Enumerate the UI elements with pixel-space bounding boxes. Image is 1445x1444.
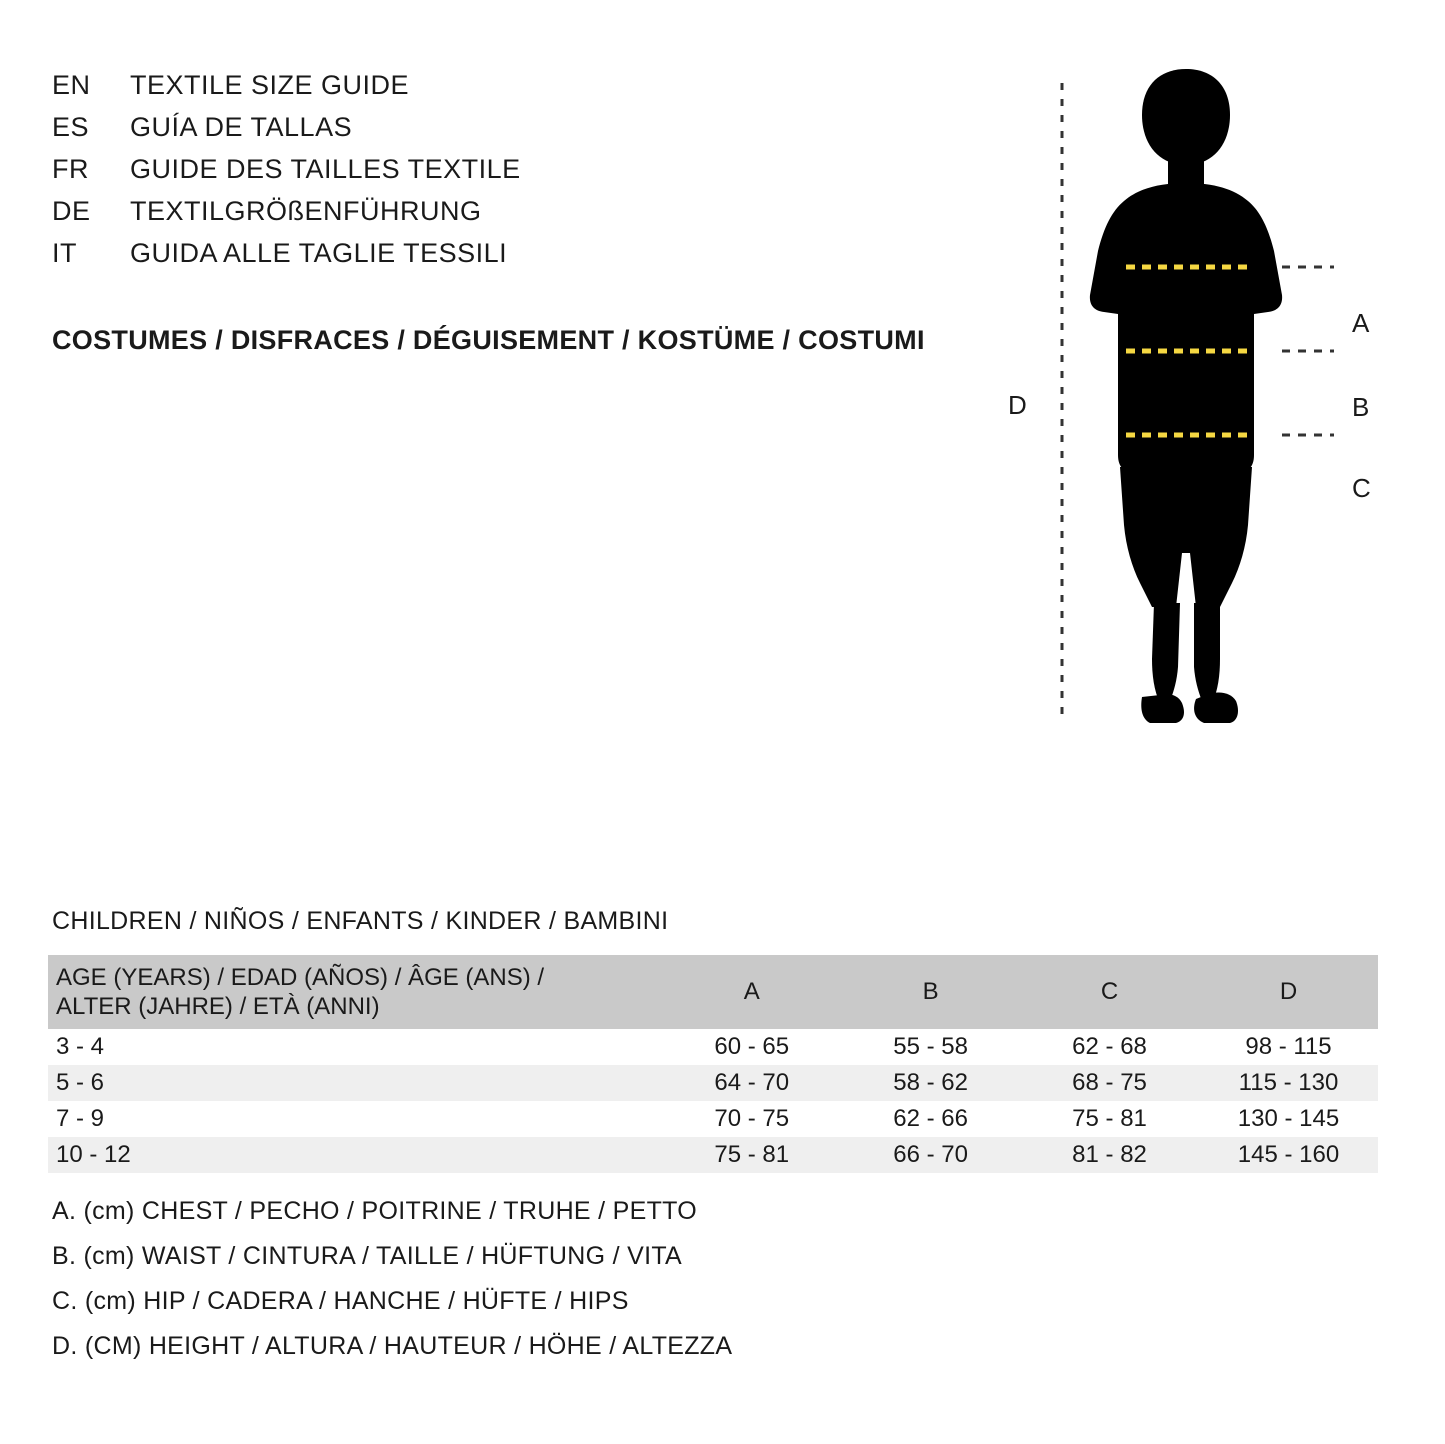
legend-item-b: B. (cm) WAIST / CINTURA / TAILLE / HÜFTU… xyxy=(52,1242,683,1270)
language-row-en: EN TEXTILE SIZE GUIDE xyxy=(52,70,952,112)
table-row: 7 - 9 70 - 75 62 - 66 75 - 81 130 - 145 xyxy=(48,1101,1378,1137)
header-age-line2: ALTER (JAHRE) / ETÀ (ANNI) xyxy=(56,993,380,1020)
header-d: D xyxy=(1279,978,1298,1005)
header-a: A xyxy=(743,978,760,1005)
language-text-en: TEXTILE SIZE GUIDE xyxy=(130,70,410,100)
legend-item-d: D. (CM) HEIGHT / ALTURA / HAUTEUR / HÖHE… xyxy=(52,1332,733,1360)
child-silhouette-shape xyxy=(1089,69,1283,723)
language-row-it: IT GUIDA ALLE TAGLIE TESSILI xyxy=(52,238,952,280)
header-c: C xyxy=(1100,978,1119,1005)
language-text-de: TEXTILGRÖßENFÜHRUNG xyxy=(130,196,482,226)
table-row: 3 - 4 60 - 65 55 - 58 62 - 68 98 - 115 xyxy=(48,1029,1378,1065)
cell-a: 64 - 70 xyxy=(714,1069,790,1096)
cell-c: 62 - 68 xyxy=(1072,1033,1147,1060)
cell-b: 55 - 58 xyxy=(893,1033,968,1060)
language-code-de: DE xyxy=(52,196,91,226)
figure-label-b: B xyxy=(1352,392,1370,422)
legend-item-a: A. (cm) CHEST / PECHO / POITRINE / TRUHE… xyxy=(52,1197,698,1225)
legend-item-c: C. (cm) HIP / CADERA / HANCHE / HÜFTE / … xyxy=(52,1287,629,1315)
cell-b: 58 - 62 xyxy=(893,1069,968,1096)
cell-age: 5 - 6 xyxy=(56,1069,105,1096)
costumes-heading: COSTUMES / DISFRACES / DÉGUISEMENT / KOS… xyxy=(52,325,925,355)
legend-list: A. (cm) CHEST / PECHO / POITRINE / TRUHE… xyxy=(52,1197,1052,1377)
language-list: EN TEXTILE SIZE GUIDE ES GUÍA DE TALLAS … xyxy=(52,70,952,280)
cell-a: 60 - 65 xyxy=(714,1033,790,1060)
header-age-line1: AGE (YEARS) / EDAD (AÑOS) / ÂGE (ANS) / xyxy=(56,963,545,991)
language-code-es: ES xyxy=(52,112,90,142)
silhouette-icon xyxy=(1060,69,1334,723)
language-text-es: GUÍA DE TALLAS xyxy=(130,112,353,142)
language-row-es: ES GUÍA DE TALLAS xyxy=(52,112,952,154)
cell-a: 70 - 75 xyxy=(714,1105,790,1132)
cell-c: 81 - 82 xyxy=(1072,1141,1147,1168)
size-table-body: 3 - 4 60 - 65 55 - 58 62 - 68 98 - 115 5… xyxy=(48,1029,1378,1173)
language-row-de: DE TEXTILGRÖßENFÜHRUNG xyxy=(52,196,952,238)
cell-d: 115 - 130 xyxy=(1238,1069,1339,1096)
children-section-title: CHILDREN / NIÑOS / ENFANTS / KINDER / BA… xyxy=(52,907,669,935)
language-row-fr: FR GUIDE DES TAILLES TEXTILE xyxy=(52,154,952,196)
figure-label-a: A xyxy=(1352,308,1370,338)
cell-c: 75 - 81 xyxy=(1072,1105,1147,1132)
table-row: 5 - 6 64 - 70 58 - 62 68 - 75 115 - 130 xyxy=(48,1065,1378,1101)
cell-age: 3 - 4 xyxy=(56,1033,105,1060)
figure-label-c: C xyxy=(1352,473,1371,503)
size-table: AGE (YEARS) / EDAD (AÑOS) / ÂGE (ANS) / … xyxy=(48,955,1378,1173)
header-b: B xyxy=(922,978,939,1005)
header-age: AGE (YEARS) / EDAD (AÑOS) / ÂGE (ANS) / … xyxy=(48,955,662,1029)
cell-b: 66 - 70 xyxy=(893,1141,968,1168)
table-row: 10 - 12 75 - 81 66 - 70 81 - 82 145 - 16… xyxy=(48,1137,1378,1173)
cell-age: 10 - 12 xyxy=(56,1141,131,1168)
language-code-fr: FR xyxy=(52,154,89,184)
cell-d: 130 - 145 xyxy=(1237,1105,1340,1132)
cell-b: 62 - 66 xyxy=(893,1105,968,1132)
language-code-en: EN xyxy=(52,70,91,100)
language-text-fr: GUIDE DES TAILLES TEXTILE xyxy=(130,154,521,184)
size-table-head: AGE (YEARS) / EDAD (AÑOS) / ÂGE (ANS) / … xyxy=(48,955,1378,1029)
table-header-row: AGE (YEARS) / EDAD (AÑOS) / ÂGE (ANS) / … xyxy=(48,955,1378,1029)
language-code-it: IT xyxy=(52,238,77,268)
cell-age: 7 - 9 xyxy=(56,1105,105,1132)
body-figure: D A B C xyxy=(990,55,1410,735)
cell-d: 145 - 160 xyxy=(1237,1141,1340,1168)
cell-d: 98 - 115 xyxy=(1245,1033,1332,1060)
cell-a: 75 - 81 xyxy=(714,1141,790,1168)
language-text-it: GUIDA ALLE TAGLIE TESSILI xyxy=(130,238,508,268)
cell-c: 68 - 75 xyxy=(1072,1069,1147,1096)
figure-label-d: D xyxy=(1008,390,1027,420)
